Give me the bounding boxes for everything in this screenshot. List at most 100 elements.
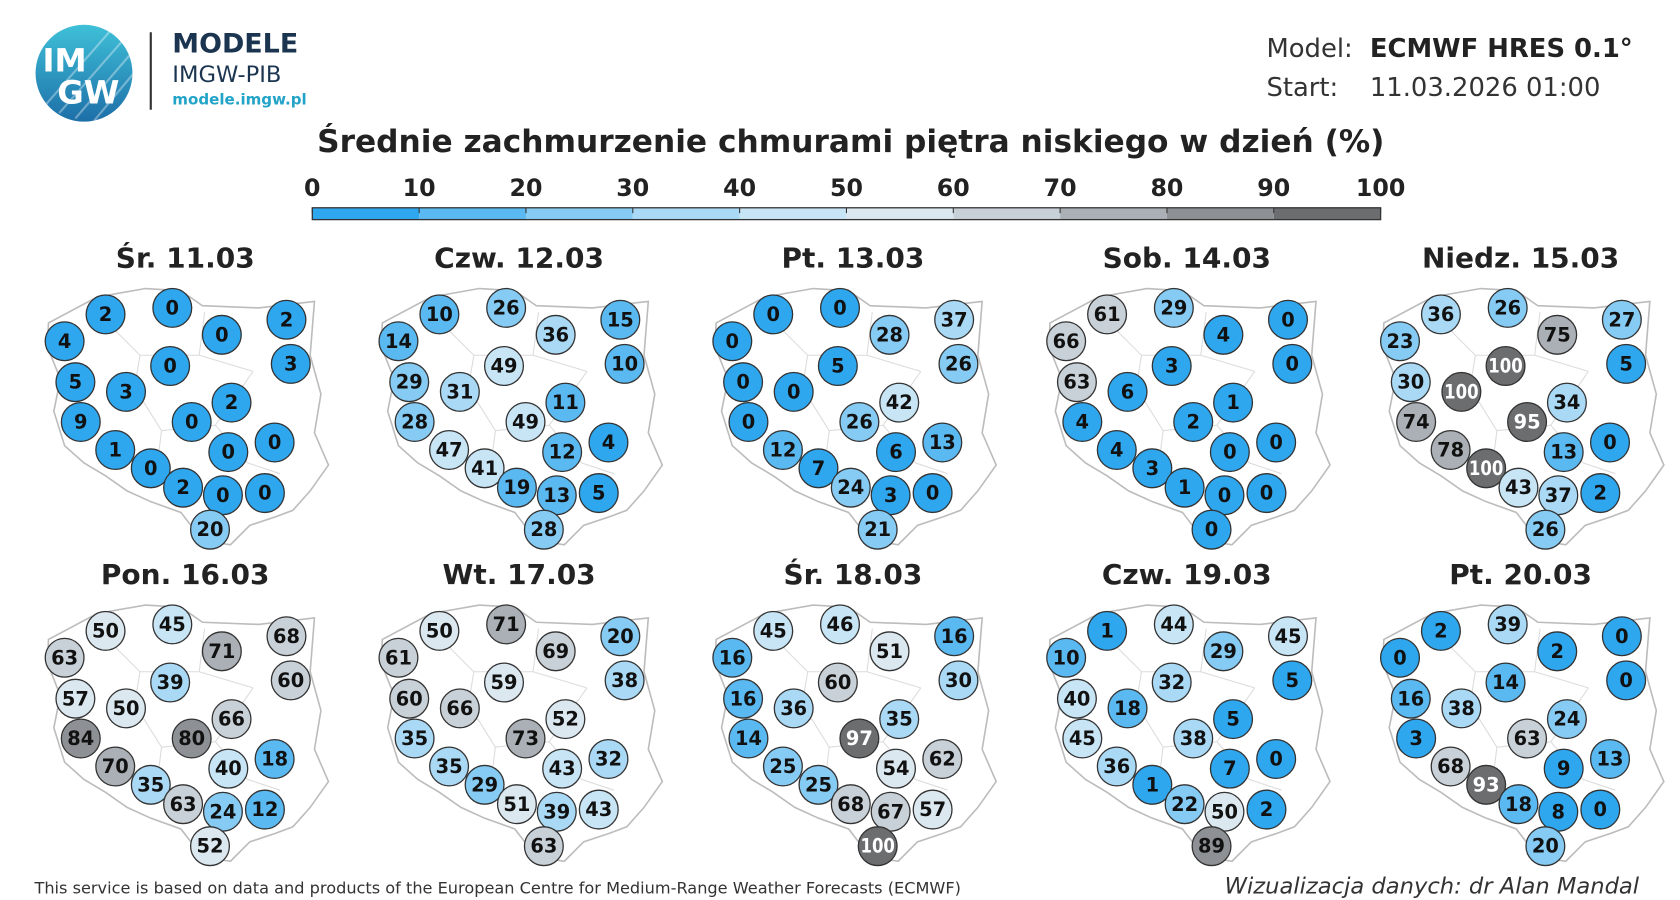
station-value: 0 (926, 482, 939, 505)
station-value: 35 (886, 708, 913, 731)
station-value: 63 (170, 793, 197, 816)
station-value: 0 (166, 296, 179, 319)
station-marker (486, 287, 527, 328)
station-marker (753, 294, 794, 335)
station-value: 1 (1100, 619, 1113, 642)
station-value: 21 (864, 518, 891, 541)
station-marker (496, 784, 537, 825)
station-marker (1107, 688, 1148, 729)
station-value: 20 (197, 518, 224, 541)
model-label: Model: (1266, 34, 1352, 64)
station-marker (152, 604, 193, 645)
station-value: 68 (837, 793, 864, 816)
station-marker (483, 346, 525, 387)
station-value: 35 (401, 727, 428, 750)
colorbar-label: 80 (1150, 174, 1183, 202)
station-marker (773, 688, 814, 729)
station-value: 2 (1186, 411, 1199, 434)
colorbar-label: 10 (403, 174, 436, 202)
station-value: 69 (542, 640, 569, 663)
station-marker (1046, 321, 1087, 362)
station-value: 26 (493, 296, 520, 319)
station-marker (817, 346, 858, 387)
station-marker (211, 699, 252, 740)
station-value: 8 (1552, 800, 1565, 823)
station-value: 3 (1409, 727, 1422, 750)
station-value: 10 (426, 303, 453, 326)
station-value: 0 (268, 431, 281, 454)
station-marker (1487, 604, 1528, 645)
station-marker (130, 764, 171, 805)
station-marker (588, 738, 629, 779)
station-value: 60 (277, 669, 304, 692)
source-note: This service is based on data and produc… (33, 879, 960, 898)
station-marker (578, 473, 619, 514)
station-value: 18 (1505, 793, 1532, 816)
station-value: 89 (1198, 835, 1225, 858)
station-marker (1379, 637, 1421, 678)
station-marker (762, 429, 803, 471)
colorbar-segment (953, 207, 1061, 220)
station-value: 5 (1619, 352, 1632, 375)
station-marker (439, 688, 480, 729)
station-value: 57 (62, 687, 89, 710)
station-marker (875, 432, 917, 473)
station-marker (95, 746, 136, 787)
url[interactable]: modele.imgw.pl (172, 91, 306, 109)
station-value: 66 (446, 697, 473, 720)
station-marker (817, 662, 858, 703)
station-marker (105, 371, 147, 412)
station-marker (55, 362, 96, 403)
station-value: 25 (805, 773, 832, 796)
station-marker (1209, 432, 1250, 473)
station-value: 49 (491, 355, 518, 378)
station-marker (150, 662, 191, 703)
station-marker (1213, 699, 1254, 740)
station-marker (857, 509, 898, 550)
station-marker (85, 294, 126, 335)
station-marker (600, 299, 641, 340)
station-marker (535, 631, 576, 672)
day-map: Wt. 17.03 61 50 71 69 20 38 60 66 59 52 35 73 35 43 32 2… (378, 558, 664, 867)
station-marker (208, 432, 249, 473)
station-marker (1096, 746, 1137, 787)
station-value: 0 (216, 484, 229, 507)
station-value: 4 (1110, 439, 1123, 462)
station-marker (545, 382, 586, 423)
station-marker (773, 371, 814, 412)
station-marker (1164, 467, 1205, 508)
station-marker (545, 699, 586, 740)
station-marker (464, 764, 505, 805)
station-value: 22 (1171, 793, 1198, 816)
station-value: 0 (726, 330, 739, 353)
station-marker (879, 382, 920, 423)
station-value: 3 (119, 380, 132, 403)
station-value: 4 (1076, 411, 1089, 434)
station-marker (429, 746, 470, 787)
station-value: 30 (1397, 371, 1424, 394)
station-value: 2 (99, 303, 112, 326)
station-value: 2 (176, 476, 189, 499)
day-title: Czw. 12.03 (434, 241, 604, 274)
station-value: 43 (549, 757, 576, 780)
station-value: 5 (831, 355, 844, 378)
colorbar-label: 60 (937, 174, 970, 202)
station-value: 3 (1146, 457, 1159, 480)
station-value: 2 (225, 391, 238, 414)
station-value: 93 (1473, 773, 1500, 796)
station-marker (523, 826, 564, 867)
station-marker (1191, 826, 1232, 867)
station-value: 23 (1387, 330, 1414, 353)
station-value: 32 (595, 748, 622, 771)
station-marker (1173, 401, 1214, 443)
station-marker (394, 718, 435, 759)
station-marker (1203, 314, 1244, 355)
station-marker (604, 660, 645, 701)
station-value: 24 (837, 476, 864, 499)
station-value: 63 (1514, 727, 1541, 750)
station-value: 30 (945, 669, 972, 692)
station-value: 4 (1217, 323, 1230, 346)
station-marker (869, 314, 910, 355)
station-value: 39 (157, 671, 184, 694)
station-value: 40 (215, 757, 242, 780)
